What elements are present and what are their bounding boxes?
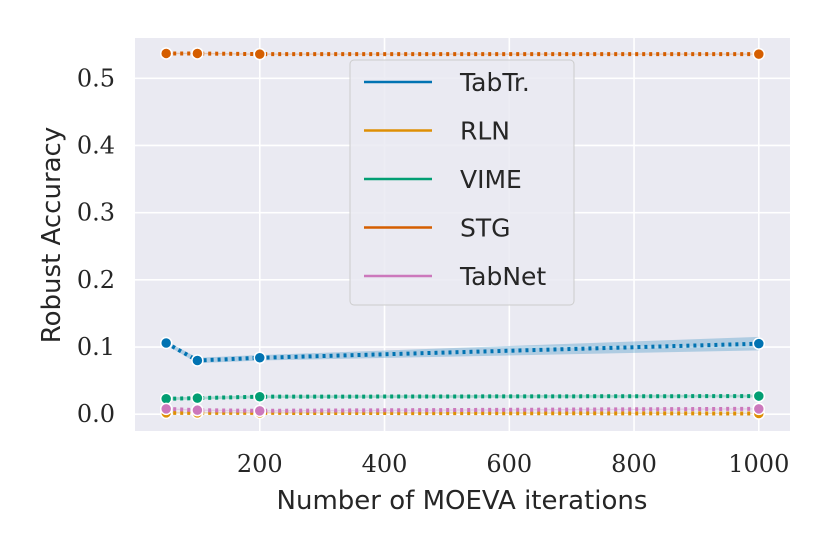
series-markers	[159, 47, 766, 420]
y-axis-ticks: 0.0 0.1 0.2 0.3 0.4 0.5	[77, 64, 115, 428]
legend-label-stg: STG	[460, 214, 511, 243]
series-point-tabnet	[752, 402, 766, 416]
legend-box	[349, 59, 575, 306]
series-band-tabtr	[166, 336, 759, 364]
y-tick-label: 0.0	[77, 400, 115, 428]
series-point-stg	[191, 47, 204, 60]
y-tick-label: 0.2	[77, 266, 115, 294]
series-point-vime	[253, 390, 267, 403]
x-tick-label: 400	[362, 450, 408, 478]
series-point-tabnet	[191, 403, 204, 417]
series-point-stg	[253, 47, 267, 61]
series-line-tabnet	[166, 406, 759, 413]
legend-label-tabnet: TabNet	[459, 262, 546, 291]
series-point-vime	[752, 389, 766, 403]
series-point-stg	[752, 47, 766, 61]
series-point-tabtr	[752, 337, 766, 350]
series-point-tabnet	[253, 404, 267, 418]
y-tick-label: 0.4	[77, 131, 115, 159]
series-point-stg	[159, 47, 173, 60]
y-tick-label: 0.3	[77, 199, 115, 227]
x-tick-label: 800	[611, 450, 657, 478]
x-tick-label: 200	[237, 450, 283, 478]
legend-label-rln: RLN	[460, 117, 510, 146]
series-line-stg	[166, 51, 759, 57]
x-axis-label: Number of MOEVA iterations	[277, 486, 648, 516]
y-tick-label: 0.5	[77, 64, 115, 92]
series-line-vime	[166, 394, 759, 401]
legend-label-tabtr: TabTr.	[459, 68, 530, 97]
series-lines	[165, 51, 759, 416]
series-point-tabtr	[191, 354, 204, 367]
x-tick-label: 1000	[728, 450, 789, 478]
series-point-tabtr	[253, 351, 267, 365]
series-point-tabtr	[159, 336, 173, 350]
y-tick-label: 0.1	[77, 333, 115, 361]
y-axis-label: Robust Accuracy	[37, 127, 67, 344]
x-tick-label: 600	[486, 450, 532, 478]
series-line-rln	[166, 410, 759, 416]
series-point-vime	[191, 391, 204, 405]
x-axis-ticks: 200 400 600 800 1000	[237, 450, 789, 478]
legend: TabTr. RLN VIME STG TabNet	[349, 59, 575, 306]
series-point-tabnet	[159, 402, 173, 416]
legend-label-vime: VIME	[460, 165, 522, 194]
